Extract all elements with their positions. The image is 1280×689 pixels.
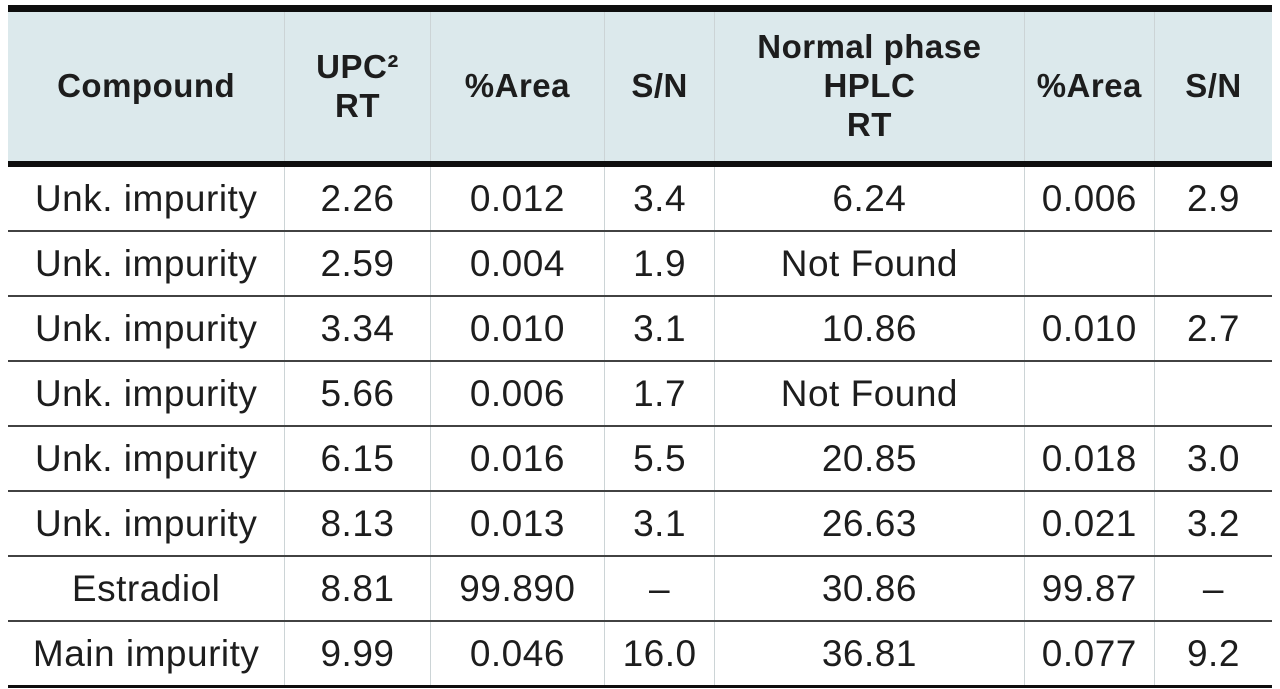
table-cell-hplc-area: 0.006 <box>1023 164 1155 231</box>
table-cell-hplc-sn: 2.7 <box>1153 295 1272 361</box>
table-cell-upc2-sn: 3.1 <box>604 295 715 361</box>
table-cell-compound: Unk. impurity <box>8 490 285 556</box>
column-header-compound: Compound <box>8 8 285 167</box>
table-cell-upc2-sn: 3.1 <box>604 490 715 556</box>
table-cell-compound: Unk. impurity <box>34 177 258 219</box>
column-header-hplc-area: %Area <box>1023 8 1155 167</box>
table-body: Unk. impurity 2.26 0.012 3.4 6.24 0.006 2.9 Unk… <box>8 164 1272 687</box>
table-row: Unk. impurity 5.66 0.006 1.7 Not Found <box>8 360 1272 426</box>
table-cell-hplc-area: 0.077 <box>1023 620 1155 687</box>
table-cell-upc2-rt: 3.34 <box>284 295 431 361</box>
table-cell-upc2-area: 0.046 <box>429 620 605 687</box>
table-cell-compound: Unk. impurity <box>8 230 285 296</box>
table-cell-hplc-rt: 36.81 <box>714 620 1025 687</box>
table-header: Compound UPC² RT %Area S/N Normal phase … <box>8 8 1272 167</box>
table-cell-hplc-rt: 26.63 <box>714 490 1025 556</box>
table-cell-upc2-sn: 3.4 <box>604 164 715 231</box>
table-cell-hplc-area: 0.021 <box>1023 490 1155 556</box>
table-cell-upc2-sn: – <box>604 555 715 621</box>
table-row: Unk. impurity 8.13 0.013 3.1 26.63 0.021 3.2 <box>8 490 1272 556</box>
table-cell-upc2-sn: 16.0 <box>604 620 715 687</box>
table-cell-hplc-sn: 3.0 <box>1153 425 1272 491</box>
table-row: Unk. impurity 6.15 0.016 5.5 20.85 0.018 3.0 <box>8 425 1272 491</box>
table-cell-hplc-rt: 10.86 <box>714 295 1025 361</box>
table-cell-compound: Unk. impurity <box>8 360 285 426</box>
table-cell-hplc-rt: Not Found <box>714 230 1025 296</box>
table-cell-hplc-sn: – <box>1153 555 1272 621</box>
table-cell-hplc-rt: 6.24 <box>714 164 1025 231</box>
table-row: Unk. impurity 3.34 0.010 3.1 10.86 0.010 2.7 <box>8 295 1272 361</box>
table-cell-compound: Main impurity <box>8 620 285 687</box>
table-cell-upc2-area: 0.013 <box>429 490 605 556</box>
table-cell-hplc-sn: 9.2 <box>1153 620 1272 687</box>
table-cell-upc2-rt: 8.81 <box>284 555 431 621</box>
table-cell-upc2-area: 0.006 <box>429 360 605 426</box>
table-cell-upc2-rt: 9.99 <box>284 620 431 687</box>
table-row: Main impurity 9.99 0.046 16.0 36.81 0.077 9.2 <box>8 620 1272 687</box>
table-cell-upc2-sn: 1.9 <box>604 230 715 296</box>
table-row: Unk. impurity 2.59 0.004 1.9 Not Found <box>8 230 1272 296</box>
column-header-hplc-sn: S/N <box>1153 8 1272 167</box>
table-cell-hplc-sn: 2.9 <box>1153 164 1272 231</box>
table-cell-upc2-area: 99.890 <box>429 555 605 621</box>
table-cell-upc2-rt: 5.66 <box>284 360 431 426</box>
table-cell-compound: Unk. impurity <box>8 295 285 361</box>
column-header-hplc-rt: Normal phase HPLC RT <box>714 8 1025 167</box>
table-cell-hplc-rt: 20.85 <box>714 425 1025 491</box>
table-cell-hplc-rt: Not Found <box>714 360 1025 426</box>
table-cell-compound: Estradiol <box>8 555 285 621</box>
table-row: Estradiol 8.81 99.890–30.86 99.87– <box>8 555 1272 621</box>
table-cell-hplc-area: 0.018 <box>1023 425 1155 491</box>
table-row: Unk. impurity 2.26 0.012 3.4 6.24 0.006 2.9 <box>8 164 1272 231</box>
table-cell-hplc-area <box>1023 230 1155 296</box>
table-cell-hplc-sn <box>1153 360 1272 426</box>
table-cell-hplc-area: 0.010 <box>1023 295 1155 361</box>
table-cell-compound: Unk. impurity <box>8 425 285 491</box>
table-cell-upc2-sn: 1.7 <box>604 360 715 426</box>
table-cell-hplc-area <box>1023 360 1155 426</box>
table-cell-upc2-area: 0.004 <box>429 230 605 296</box>
table-cell-hplc-sn: 3.2 <box>1153 490 1272 556</box>
table-cell-upc2-rt: 6.15 <box>284 425 431 491</box>
table-cell-upc2-sn: 5.5 <box>604 425 715 491</box>
column-header-upc2-area: %Area <box>429 8 605 167</box>
table-cell-hplc-rt: 30.86 <box>714 555 1025 621</box>
table-cell-upc2-rt: 8.13 <box>284 490 431 556</box>
table-cell-upc2-rt: 2.59 <box>284 230 431 296</box>
table-cell-hplc-sn <box>1153 230 1272 296</box>
table-cell-upc2-area: 0.016 <box>429 425 605 491</box>
header-row: Compound UPC² RT %Area S/N Normal phase … <box>8 8 1272 167</box>
table-cell-hplc-area: 99.87 <box>1023 555 1155 621</box>
table-cell-upc2-area: 0.010 <box>429 295 605 361</box>
column-header-upc2-sn: S/N <box>604 8 715 167</box>
results-table: Compound UPC² RT %Area S/N Normal phase … <box>8 5 1272 688</box>
table-cell-upc2-rt: 2.26 <box>284 164 431 231</box>
table-cell-upc2-area: 0.012 <box>429 164 605 231</box>
column-header-upc2-rt: UPC² RT <box>284 8 431 167</box>
